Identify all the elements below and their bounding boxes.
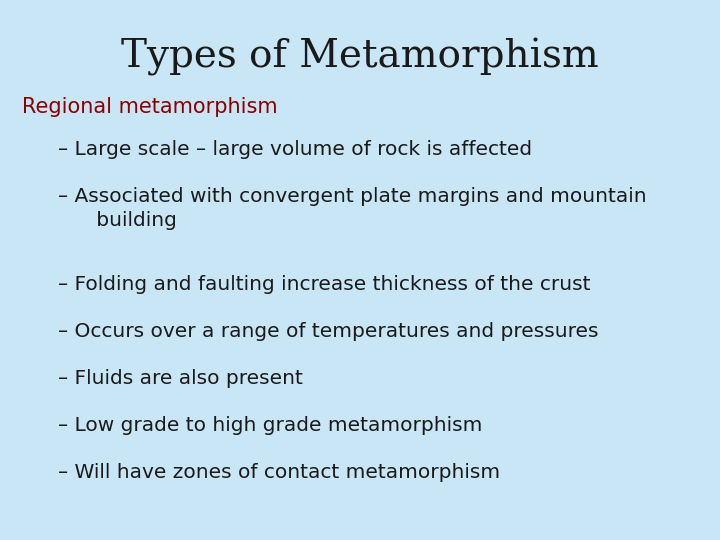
Text: – Fluids are also present: – Fluids are also present — [58, 369, 302, 388]
Text: – Folding and faulting increase thickness of the crust: – Folding and faulting increase thicknes… — [58, 275, 590, 294]
Text: Types of Metamorphism: Types of Metamorphism — [121, 38, 599, 76]
Text: Regional metamorphism: Regional metamorphism — [22, 97, 277, 117]
Text: – Associated with convergent plate margins and mountain
      building: – Associated with convergent plate margi… — [58, 187, 647, 230]
Text: – Large scale – large volume of rock is affected: – Large scale – large volume of rock is … — [58, 140, 532, 159]
Text: – Will have zones of contact metamorphism: – Will have zones of contact metamorphis… — [58, 463, 500, 482]
Text: – Occurs over a range of temperatures and pressures: – Occurs over a range of temperatures an… — [58, 322, 598, 341]
Text: – Low grade to high grade metamorphism: – Low grade to high grade metamorphism — [58, 416, 482, 435]
